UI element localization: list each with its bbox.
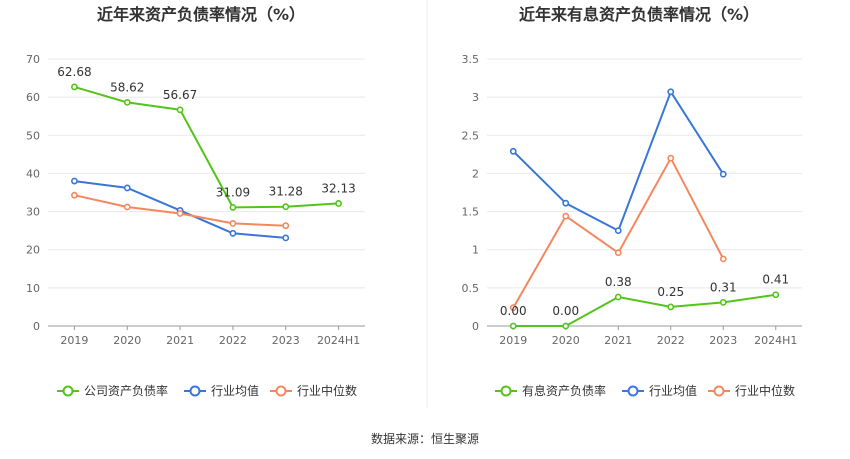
y-tick-label: 1 (472, 244, 479, 257)
legend-label: 有息资产负债率 (522, 383, 606, 398)
y-tick-label: 3.5 (462, 53, 480, 66)
data-label: 0.00 (552, 304, 579, 318)
x-tick-label: 2022 (219, 334, 247, 347)
data-point (614, 293, 622, 301)
data-point (562, 212, 570, 220)
y-tick-label: 0 (33, 320, 40, 333)
data-point (335, 200, 342, 207)
data-point (229, 219, 237, 227)
data-point (176, 106, 184, 114)
data-point (772, 291, 780, 299)
data-point (176, 210, 184, 217)
legend-swatch-marker (275, 385, 287, 397)
series-line-2 (512, 90, 725, 232)
chart-2: 近年来有息资产负债率情况（%） 0 0.5 1 1.5 2 2.5 3 3.5 2019 2020 2… (462, 5, 802, 398)
legend-item-3: 行业中位数 (708, 383, 795, 398)
data-point (719, 255, 727, 263)
data-label: 0.41 (762, 273, 789, 287)
data-point (509, 322, 517, 330)
legend-swatch-marker (189, 385, 201, 397)
y-tick-label: 2.5 (462, 129, 480, 142)
data-label: 31.28 (269, 185, 303, 199)
y-tick-label: 60 (26, 91, 40, 104)
y-tick-label: 30 (26, 206, 40, 219)
legend-item-3: 行业中位数 (270, 383, 357, 398)
data-point (71, 83, 78, 91)
data-point (667, 88, 675, 96)
data-point (229, 229, 237, 237)
data-point (282, 203, 290, 211)
y-tick-label: 20 (26, 244, 40, 257)
data-point (509, 147, 517, 155)
chart-title: 近年来资产负债率情况（%） (97, 5, 305, 24)
x-tick-label: 2021 (604, 334, 632, 347)
data-point (614, 249, 622, 257)
data-point (562, 322, 570, 330)
data-point (614, 227, 622, 235)
data-label: 32.13 (321, 181, 355, 195)
data-point (71, 191, 78, 199)
data-label: 56.67 (163, 88, 197, 102)
x-tick-label: 2019 (499, 334, 527, 347)
data-label: 0.31 (710, 280, 737, 294)
x-tick-label: 2023 (272, 334, 300, 347)
legend-item-2: 行业均值 (622, 383, 697, 398)
data-point (719, 298, 727, 306)
legend-label: 行业均值 (211, 383, 259, 398)
series-line-1 (513, 293, 776, 327)
legend-swatch-marker (627, 385, 639, 397)
data-source-note: 数据来源：恒生聚源 (371, 431, 479, 446)
series-line-1 (74, 85, 339, 209)
legend-label: 行业中位数 (735, 383, 795, 398)
legend-swatch-marker (713, 385, 725, 397)
data-point (123, 99, 131, 106)
x-tick-label: 2020 (552, 334, 580, 347)
data-label: 0.38 (605, 275, 632, 289)
data-point (509, 304, 517, 312)
legend-swatch-marker (62, 385, 74, 397)
data-point (667, 154, 675, 162)
y-tick-label: 10 (26, 282, 40, 295)
data-label: 0.25 (657, 285, 684, 299)
data-point (229, 204, 237, 211)
data-point (71, 177, 78, 185)
x-tick-label: 2024H1 (754, 334, 797, 347)
data-label: 58.62 (110, 80, 144, 94)
x-tick-label: 2019 (60, 334, 88, 347)
data-point (667, 303, 675, 311)
data-point (719, 170, 727, 178)
y-tick-label: 40 (26, 167, 40, 180)
data-point (282, 222, 290, 230)
x-tick-label: 2020 (113, 334, 141, 347)
chart-title: 近年来有息资产负债率情况（%） (519, 5, 759, 24)
data-point (282, 234, 290, 242)
y-tick-label: 3 (472, 91, 479, 104)
chart-1: 近年来资产负债率情况（%） 0 10 20 30 40 50 60 70 2019 2020 2021… (26, 5, 365, 398)
y-tick-label: 2 (472, 167, 479, 180)
legend-item-1: 公司资产负债率 (57, 383, 168, 398)
legend-item-1: 有息资产负债率 (495, 383, 606, 398)
data-point (123, 203, 131, 211)
data-label: 31.09 (216, 185, 250, 199)
y-tick-label: 0 (472, 320, 479, 333)
x-tick-label: 2021 (166, 334, 194, 347)
y-tick-label: 1.5 (462, 206, 480, 219)
data-point (123, 184, 131, 192)
data-label: 62.68 (57, 65, 91, 79)
legend-swatch-marker (500, 385, 512, 397)
x-tick-label: 2022 (657, 334, 685, 347)
data-point (562, 199, 570, 207)
y-tick-label: 50 (26, 129, 40, 142)
legend-label: 行业均值 (649, 383, 697, 398)
legend-item-2: 行业均值 (184, 383, 259, 398)
data-label: 0.00 (500, 304, 527, 318)
y-tick-label: 70 (26, 53, 40, 66)
y-tick-label: 0.5 (462, 282, 480, 295)
legend-label: 公司资产负债率 (84, 383, 168, 398)
legend-label: 行业中位数 (297, 383, 357, 398)
x-tick-label: 2024H1 (317, 334, 360, 347)
x-tick-label: 2023 (709, 334, 737, 347)
